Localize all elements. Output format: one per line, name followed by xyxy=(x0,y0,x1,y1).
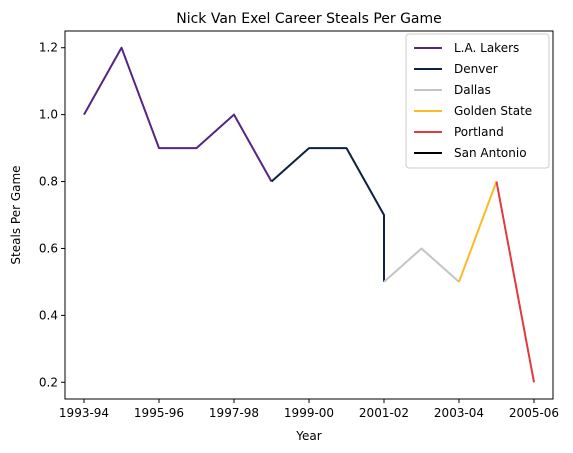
legend-label-san-antonio: San Antonio xyxy=(454,146,527,160)
y-axis: 0.2 0.4 0.6 0.8 1.0 1.2 xyxy=(39,41,65,389)
x-tick-label: 1993-94 xyxy=(59,406,109,420)
legend-frame xyxy=(405,33,550,169)
series-layer xyxy=(83,46,535,383)
series-line-portland xyxy=(495,181,535,383)
y-tick-label: 0.6 xyxy=(39,241,58,255)
y-tick-label: 1.0 xyxy=(39,108,58,122)
legend-label-golden-state: Golden State xyxy=(454,104,532,118)
legend-label-dallas: Dallas xyxy=(454,83,491,97)
x-axis-label: Year xyxy=(295,429,321,443)
y-tick-label: 0.4 xyxy=(39,308,58,322)
x-tick-label: 1995-96 xyxy=(134,406,184,420)
series-line-l-a-lakers xyxy=(83,46,273,182)
x-tick-label: 2001-02 xyxy=(359,406,409,420)
x-tick-label: 2003-04 xyxy=(434,406,484,420)
x-tick-label: 2005-06 xyxy=(509,406,559,420)
x-tick-label: 1997-98 xyxy=(209,406,259,420)
y-tick-label: 1.2 xyxy=(39,41,58,55)
series-line-denver xyxy=(270,147,385,282)
y-tick-label: 0.2 xyxy=(39,375,58,389)
legend-label-l-a-lakers: L.A. Lakers xyxy=(454,41,519,55)
legend-label-denver: Denver xyxy=(454,62,498,76)
y-tick-label: 0.8 xyxy=(39,175,58,189)
series-line-golden-state xyxy=(458,181,498,283)
legend-label-portland: Portland xyxy=(454,125,504,139)
x-axis: 1993-94 1995-96 1997-98 1999-00 2001-02 2003-… xyxy=(59,399,559,420)
series-line-dallas xyxy=(383,247,460,283)
chart-title: Nick Van Exel Career Steals Per Game xyxy=(176,11,442,27)
legend: L.A. Lakers Denver Dallas Golden State Portl… xyxy=(405,33,550,169)
x-tick-label: 1999-00 xyxy=(284,406,334,420)
y-axis-label: Steals Per Game xyxy=(9,165,23,264)
